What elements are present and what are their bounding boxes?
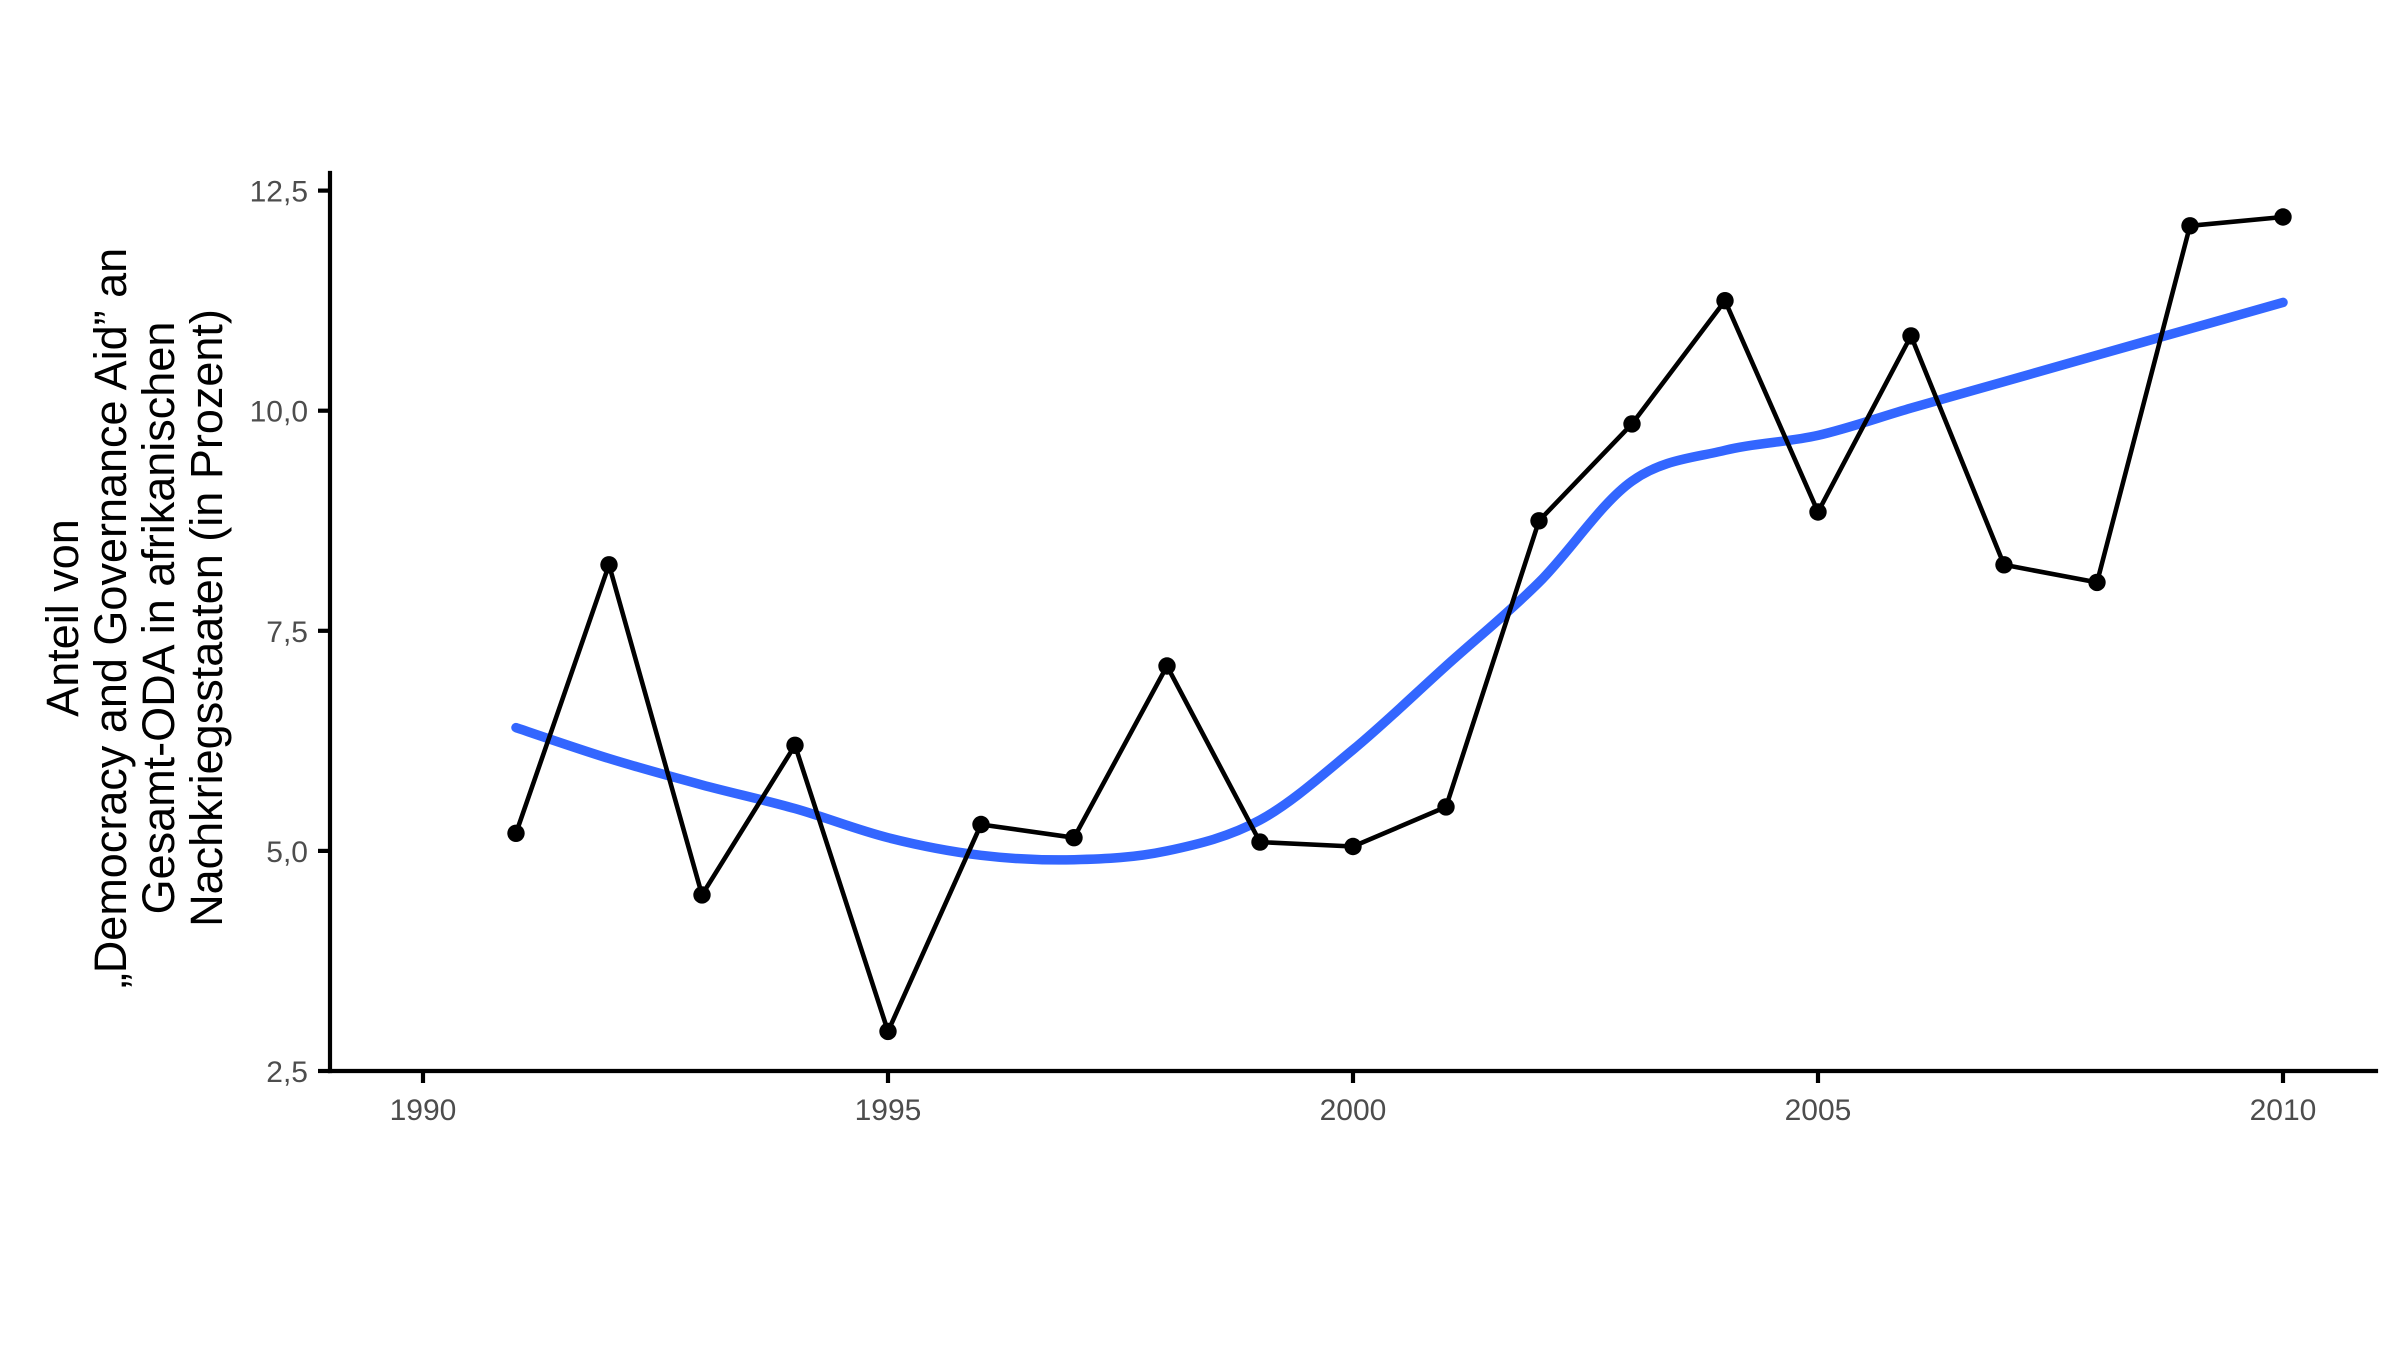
data-point-2009 (2181, 217, 2199, 235)
data-point-2010 (2274, 208, 2292, 226)
data-point-2003 (1623, 415, 1641, 433)
y-tick-label: 10,0 (250, 396, 308, 429)
x-tick-label: 2005 (1785, 1094, 1852, 1127)
data-point-1998 (1158, 657, 1176, 675)
data-point-2002 (1530, 512, 1548, 530)
y-tick-label: 2,5 (266, 1056, 308, 1089)
data-point-1992 (600, 556, 618, 574)
x-tick-label: 2000 (1320, 1094, 1387, 1127)
data-point-2000 (1344, 837, 1362, 856)
data-point-1994 (786, 736, 804, 754)
data-point-1991 (507, 824, 525, 842)
data-point-2007 (1995, 556, 2013, 574)
x-tick-label: 1990 (390, 1094, 457, 1127)
data-point-1997 (1065, 829, 1083, 847)
data-point-2008 (2088, 573, 2106, 592)
data-point-1993 (693, 886, 711, 904)
data-point-1999 (1251, 833, 1269, 851)
x-tick-label: 2010 (2250, 1094, 2317, 1127)
data-point-1996 (972, 815, 990, 834)
y-tick-label: 5,0 (266, 836, 308, 869)
data-point-2004 (1716, 292, 1734, 310)
y-axis-title-line: „Democracy and Governance Aid” an (85, 248, 136, 988)
data-point-2001 (1437, 798, 1455, 816)
y-axis-title-line: Gesamt-ODA in afrikanischen (133, 322, 184, 915)
y-tick-label: 7,5 (266, 616, 308, 649)
data-point-2005 (1809, 503, 1827, 521)
y-tick-label: 12,5 (250, 176, 308, 209)
data-point-2006 (1902, 327, 1920, 345)
x-tick-label: 1995 (855, 1094, 922, 1127)
data-point-1995 (879, 1022, 897, 1041)
y-axis-title-line: Anteil von (37, 519, 88, 717)
data-line (513, 214, 2284, 1034)
y-axis-title-line: Nachkriegsstaaten (in Prozent) (181, 309, 232, 927)
